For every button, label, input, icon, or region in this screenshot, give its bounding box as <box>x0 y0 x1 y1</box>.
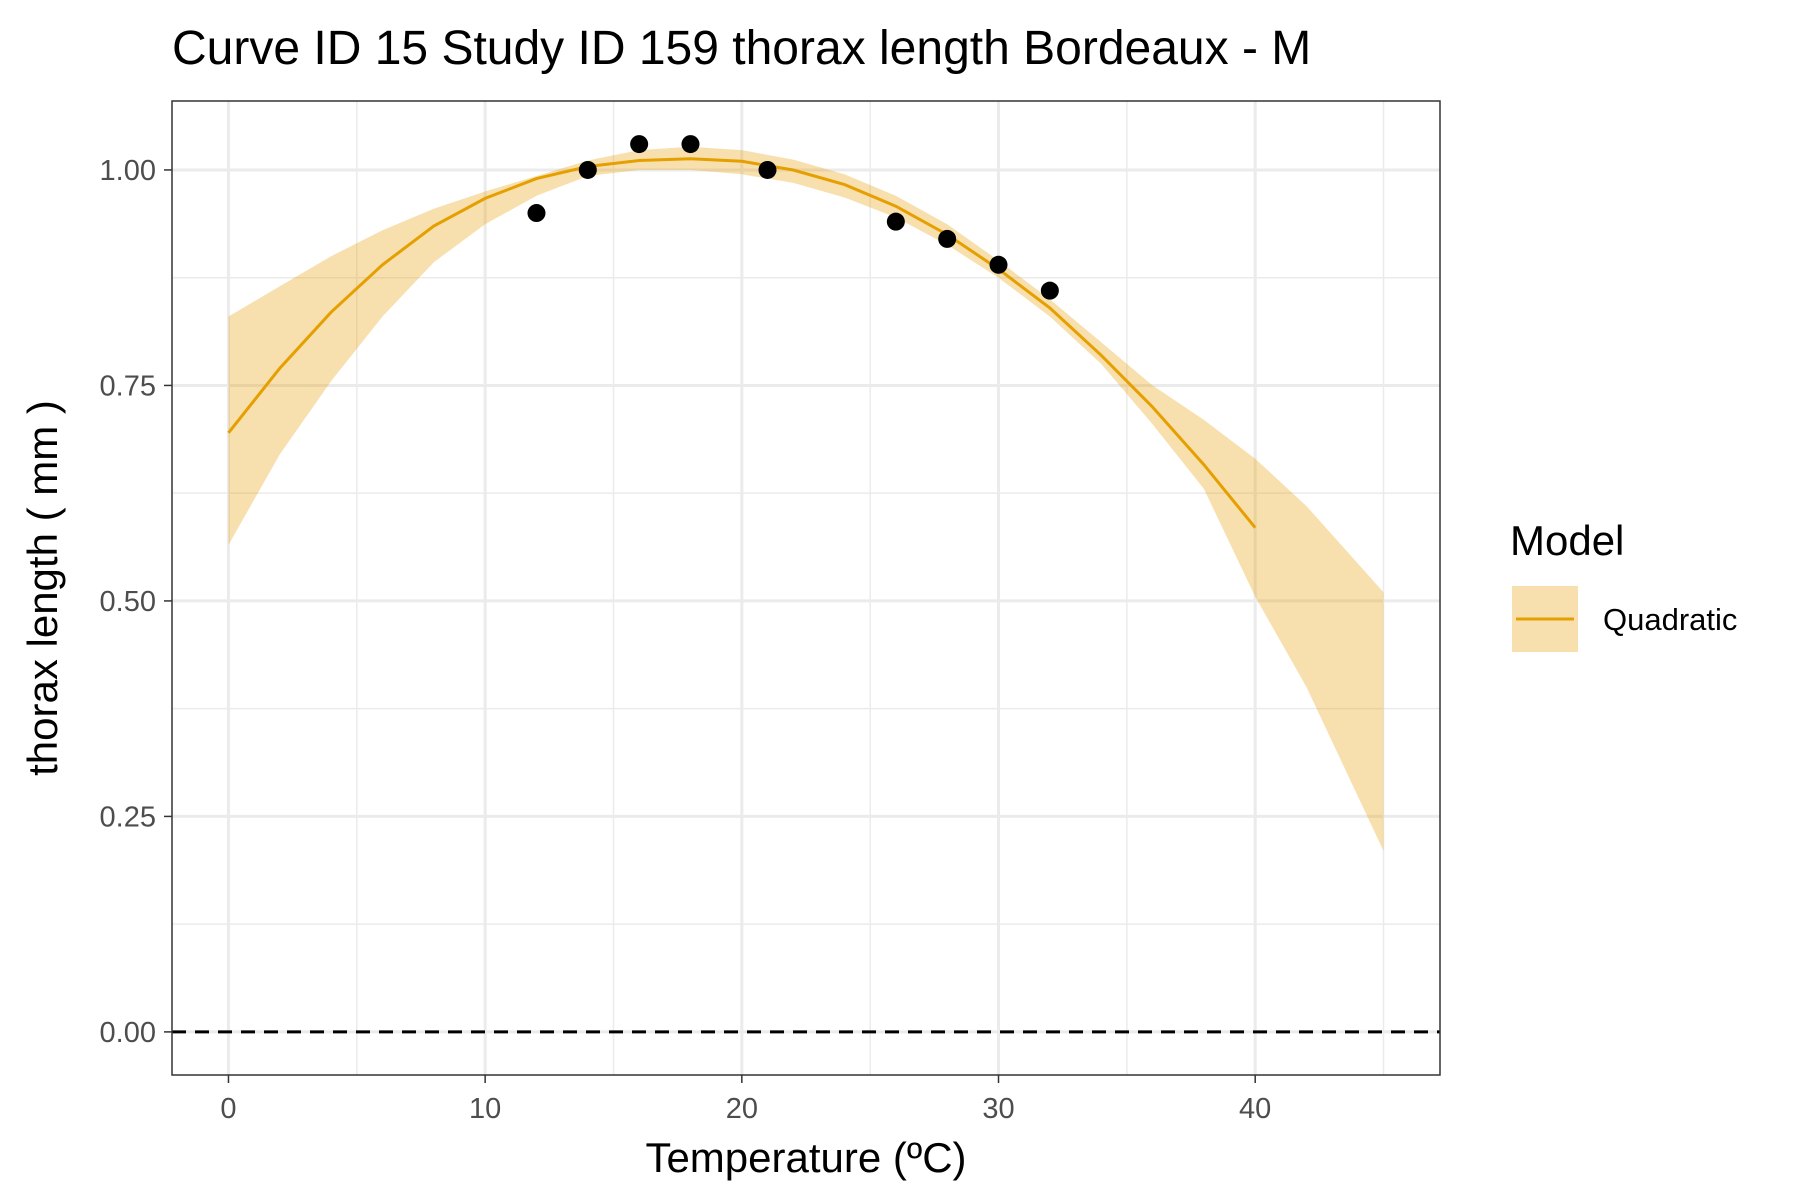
y-tick-label: 0.50 <box>100 586 156 618</box>
data-point <box>681 135 700 154</box>
panel-border <box>171 100 1441 1076</box>
data-point <box>527 204 546 223</box>
y-tick-label: 0.25 <box>100 801 156 833</box>
x-axis-title: Temperature (ºC) <box>645 1134 966 1181</box>
y-axis: 0.00 0.25 0.50 0.75 1.00 <box>100 155 172 1049</box>
x-tick-label: 40 <box>1239 1093 1271 1125</box>
data-points <box>527 135 1059 300</box>
data-point <box>989 255 1008 274</box>
y-tick-label: 0.75 <box>100 370 156 402</box>
y-axis-title: thorax length ( mm ) <box>19 400 66 776</box>
data-point <box>758 160 777 179</box>
x-axis: 0 10 20 30 40 <box>220 1075 1271 1125</box>
data-point <box>630 135 649 154</box>
data-point <box>1040 281 1059 300</box>
y-tick-label: 0.00 <box>100 1017 156 1049</box>
legend: Model Quadratic <box>1510 517 1737 652</box>
data-point <box>578 160 597 179</box>
x-tick-label: 20 <box>726 1093 758 1125</box>
chart-title: Curve ID 15 Study ID 159 thorax length B… <box>172 22 1311 75</box>
x-tick-label: 10 <box>469 1093 501 1125</box>
legend-entry-quadratic: Quadratic <box>1603 602 1737 637</box>
data-point <box>886 212 905 231</box>
fit-line-quadratic <box>227 157 1257 529</box>
legend-title: Model <box>1510 517 1624 564</box>
x-tick-label: 0 <box>220 1093 236 1125</box>
plot-panel <box>171 100 1441 1076</box>
x-tick-label: 30 <box>982 1093 1014 1125</box>
y-tick-label: 1.00 <box>100 155 156 187</box>
data-point <box>938 229 957 248</box>
